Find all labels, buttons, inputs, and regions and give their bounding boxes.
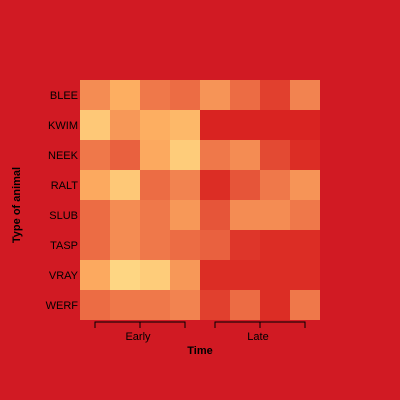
- heatmap-cell-neek-8: [290, 140, 320, 170]
- heatmap-cell-tasp-6: [230, 230, 260, 260]
- y-axis-title: Type of animal: [11, 167, 23, 243]
- heatmap-cell-tasp-1: [80, 230, 110, 260]
- heatmap-cell-tasp-3: [140, 230, 170, 260]
- heatmap-cell-vray-3: [140, 260, 170, 290]
- heatmap-cell-blee-2: [110, 80, 140, 110]
- heatmap-cell-blee-1: [80, 80, 110, 110]
- heatmap-cell-blee-5: [200, 80, 230, 110]
- heatmap-cell-vray-4: [170, 260, 200, 290]
- heatmap-cell-neek-6: [230, 140, 260, 170]
- heatmap-cell-vray-1: [80, 260, 110, 290]
- heatmap-cell-kwim-3: [140, 110, 170, 140]
- heatmap-cell-tasp-8: [290, 230, 320, 260]
- row-label-slub: SLUB: [49, 210, 78, 222]
- heatmap-cell-neek-5: [200, 140, 230, 170]
- heatmap-cell-vray-2: [110, 260, 140, 290]
- heatmap-cell-vray-7: [260, 260, 290, 290]
- heatmap-cell-slub-8: [290, 200, 320, 230]
- group-label-late: Late: [247, 331, 268, 343]
- heatmap-cell-vray-6: [230, 260, 260, 290]
- heatmap-cell-slub-7: [260, 200, 290, 230]
- heatmap-cell-blee-4: [170, 80, 200, 110]
- heatmap-cell-kwim-1: [80, 110, 110, 140]
- heatmap-cell-slub-2: [110, 200, 140, 230]
- heatmap-cell-slub-1: [80, 200, 110, 230]
- heatmap-cell-neek-4: [170, 140, 200, 170]
- heatmap-cell-blee-6: [230, 80, 260, 110]
- heatmap-cell-slub-5: [200, 200, 230, 230]
- heatmap-cell-tasp-7: [260, 230, 290, 260]
- heatmap-cell-ralt-8: [290, 170, 320, 200]
- heatmap-cell-werf-1: [80, 290, 110, 320]
- x-axis-title: Time: [187, 345, 212, 357]
- row-label-neek: NEEK: [48, 150, 79, 162]
- heatmap-cell-werf-2: [110, 290, 140, 320]
- heatmap-cell-blee-8: [290, 80, 320, 110]
- group-label-early: Early: [125, 331, 151, 343]
- heatmap-cell-ralt-4: [170, 170, 200, 200]
- row-label-ralt: RALT: [51, 180, 79, 192]
- heatmap-cell-werf-6: [230, 290, 260, 320]
- heatmap-cell-slub-4: [170, 200, 200, 230]
- row-label-werf: WERF: [46, 300, 79, 312]
- heatmap-cell-slub-6: [230, 200, 260, 230]
- heatmap-cell-neek-1: [80, 140, 110, 170]
- heatmap-cell-ralt-3: [140, 170, 170, 200]
- heatmap-cell-werf-5: [200, 290, 230, 320]
- bracket-late: [214, 321, 306, 328]
- row-label-kwim: KWIM: [48, 120, 78, 132]
- heatmap-cell-kwim-4: [170, 110, 200, 140]
- heatmap-cell-tasp-4: [170, 230, 200, 260]
- heatmap-cell-blee-7: [260, 80, 290, 110]
- heatmap-cell-werf-3: [140, 290, 170, 320]
- row-label-tasp: TASP: [50, 240, 78, 252]
- heatmap-cell-ralt-6: [230, 170, 260, 200]
- heatmap-cell-ralt-7: [260, 170, 290, 200]
- heatmap-cell-slub-3: [140, 200, 170, 230]
- heatmap-cell-kwim-8: [290, 110, 320, 140]
- heatmap-cells: [80, 80, 320, 320]
- heatmap-cell-vray-8: [290, 260, 320, 290]
- heatmap-cell-vray-5: [200, 260, 230, 290]
- heatmap-cell-ralt-2: [110, 170, 140, 200]
- heatmap-cell-kwim-5: [200, 110, 230, 140]
- heatmap-cell-tasp-2: [110, 230, 140, 260]
- heatmap-cell-kwim-6: [230, 110, 260, 140]
- heatmap-cell-neek-3: [140, 140, 170, 170]
- bracket-early: [94, 321, 186, 328]
- heatmap-cell-werf-8: [290, 290, 320, 320]
- row-labels: BLEE KWIM NEEK RALT SLUB TASP VRAY WERF: [46, 90, 79, 312]
- heatmap-cell-werf-4: [170, 290, 200, 320]
- heatmap-cell-ralt-1: [80, 170, 110, 200]
- row-label-blee: BLEE: [50, 90, 78, 102]
- heatmap-cell-kwim-7: [260, 110, 290, 140]
- row-label-vray: VRAY: [49, 270, 79, 282]
- heatmap-cell-ralt-5: [200, 170, 230, 200]
- heatmap-cell-kwim-2: [110, 110, 140, 140]
- column-group-brackets: Early Late: [94, 321, 306, 343]
- heatmap-cell-neek-7: [260, 140, 290, 170]
- heatmap-cell-blee-3: [140, 80, 170, 110]
- heatmap-cell-neek-2: [110, 140, 140, 170]
- heatmap-cell-tasp-5: [200, 230, 230, 260]
- heatmap-cell-werf-7: [260, 290, 290, 320]
